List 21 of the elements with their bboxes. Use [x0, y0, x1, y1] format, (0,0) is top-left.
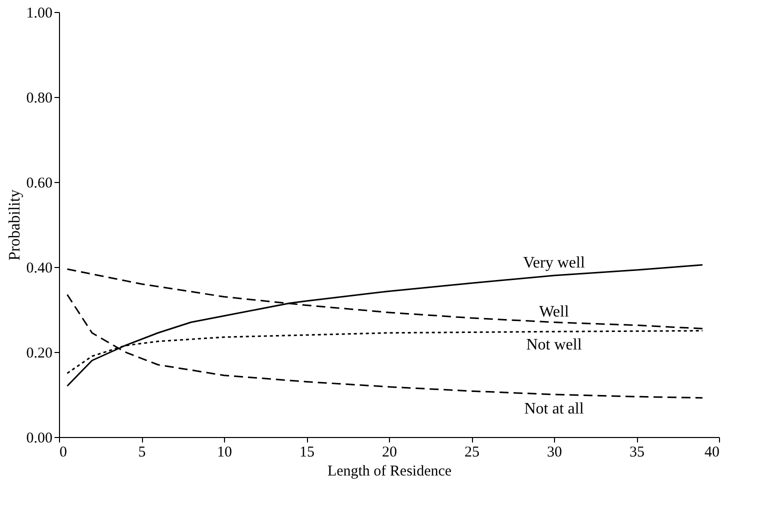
series-label: Not well [526, 336, 582, 354]
y-tick-label: 0.40 [26, 260, 52, 276]
x-tick-label: 0 [60, 444, 67, 460]
series-label: Well [539, 303, 570, 320]
x-axis-title: Length of Residence [327, 464, 452, 480]
x-tick-label: 25 [464, 444, 480, 460]
series-label: Not at all [524, 400, 584, 418]
series-label: Very well [523, 254, 586, 272]
x-tick-label: 30 [547, 444, 562, 460]
x-tick-label: 5 [138, 444, 146, 460]
y-tick-label: 0.60 [26, 176, 52, 192]
x-tick-label: 10 [217, 444, 232, 460]
x-tick-label: 35 [630, 444, 644, 460]
y-tick-label: 1.00 [26, 6, 52, 22]
y-tick-label: 0.80 [26, 90, 52, 106]
x-tick-label: 40 [704, 444, 720, 460]
x-tick-label: 15 [300, 444, 314, 460]
x-tick-label: 20 [382, 444, 397, 460]
y-axis-title: Probability [6, 189, 24, 261]
y-tick-label: 0.00 [26, 430, 52, 446]
y-tick-label: 0.20 [26, 346, 52, 362]
